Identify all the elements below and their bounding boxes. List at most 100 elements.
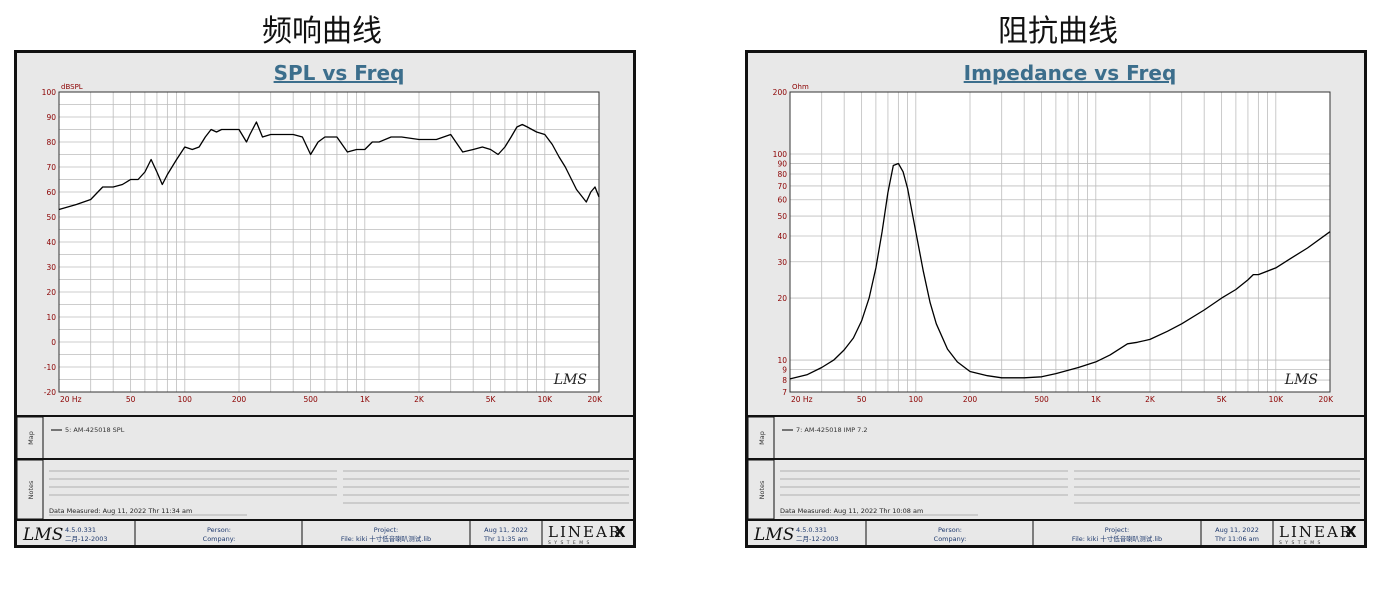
y-tick-label: 60 bbox=[46, 188, 56, 197]
y-tick-label: 40 bbox=[46, 238, 56, 247]
y-tick-label: 80 bbox=[46, 138, 56, 147]
notes-label: Notes bbox=[758, 480, 766, 499]
x-tick-label: 10K bbox=[538, 395, 554, 404]
footer-person-label: Person: bbox=[207, 526, 231, 534]
x-tick-label: 2K bbox=[414, 395, 425, 404]
footer-project-label: Project: bbox=[1105, 526, 1129, 534]
x-tick-label: 5K bbox=[1217, 395, 1228, 404]
y-tick-label: 10 bbox=[46, 313, 56, 322]
chart-svg: SPL vs Freq -20 -10 0 10 20 30 40 50 60 70 80 90 100 d… bbox=[17, 61, 633, 545]
y-tick-label: 50 bbox=[777, 212, 787, 221]
legend-entry: 7: AM-425018 IMP 7.2 bbox=[796, 426, 868, 434]
notes-side-tab bbox=[17, 459, 44, 520]
y-tick-label: 90 bbox=[777, 159, 787, 168]
map-label: Map bbox=[27, 431, 35, 445]
y-tick-label: -10 bbox=[44, 363, 56, 372]
x-gridlines bbox=[789, 92, 1331, 392]
y-tick-label: 8 bbox=[782, 376, 787, 385]
chart-svg: Impedance vs Freq78910203040506070809010… bbox=[748, 61, 1364, 545]
footer-date: Aug 11, 2022 bbox=[484, 526, 528, 534]
y-tick-label: -20 bbox=[44, 388, 56, 397]
chart-title: SPL vs Freq bbox=[274, 61, 405, 85]
series-line bbox=[58, 121, 600, 211]
y-axis-label: dBSPL bbox=[61, 83, 83, 91]
x-tick-label: 5K bbox=[486, 395, 497, 404]
data-measured-text: Data Measured: Aug 11, 2022 Thr 10:08 am bbox=[780, 507, 923, 515]
x-tick-label: 500 bbox=[303, 395, 318, 404]
y-tick-label: 9 bbox=[782, 366, 787, 375]
legend-entry: 5: AM-425018 SPL bbox=[65, 426, 125, 434]
footer-time: Thr 11:06 am bbox=[1214, 535, 1259, 543]
footer-brand-x: X bbox=[1345, 523, 1357, 541]
y-tick-label: 200 bbox=[773, 88, 788, 97]
footer-project-label: Project: bbox=[374, 526, 398, 534]
x-tick-label: 50 bbox=[857, 395, 867, 404]
x-tick-label: 20K bbox=[588, 395, 604, 404]
data-measured-text: Data Measured: Aug 11, 2022 Thr 11:34 am bbox=[49, 507, 192, 515]
notes-label: Notes bbox=[27, 480, 35, 499]
footer-version: 4.5.0.331 bbox=[796, 526, 827, 534]
y-tick-label: 100 bbox=[42, 88, 57, 97]
footer-version-date: 二月-12-2003 bbox=[796, 535, 839, 543]
y-tick-label: 70 bbox=[46, 163, 56, 172]
map-label: Map bbox=[758, 431, 766, 445]
y-tick-label: 50 bbox=[46, 213, 56, 222]
y-tick-label: 20 bbox=[777, 294, 787, 303]
footer-brand-sub: S Y S T E M S bbox=[1279, 540, 1321, 545]
y-tick-label: 20 bbox=[46, 288, 56, 297]
impedance-chart-sheet: Impedance vs Freq 7 8 9 10 20 30 40 50 60 70 80 90 10… bbox=[745, 50, 1367, 548]
y-tick-label: 80 bbox=[777, 170, 787, 179]
series-line bbox=[789, 162, 1331, 380]
x-tick-label: 200 bbox=[963, 395, 978, 404]
footer-brand-x: X bbox=[614, 523, 626, 541]
footer-brand: LINEAR bbox=[1279, 523, 1353, 541]
y-tick-label: 40 bbox=[777, 232, 787, 241]
lms-watermark: LMS bbox=[1284, 372, 1318, 388]
footer-version-date: 二月-12-2003 bbox=[65, 535, 108, 543]
footer-lms-logo: LMS bbox=[22, 525, 63, 545]
right-heading: 阻抗曲线 bbox=[998, 14, 1118, 49]
x-tick-label: 20K bbox=[1319, 395, 1335, 404]
lms-watermark: LMS bbox=[553, 372, 587, 388]
x-tick-label: 1K bbox=[360, 395, 371, 404]
y-tick-label: 60 bbox=[777, 196, 787, 205]
y-axis-label: Ohm bbox=[792, 83, 809, 91]
footer-lms-logo: LMS bbox=[753, 525, 794, 545]
x-tick-label: 2K bbox=[1145, 395, 1156, 404]
y-tick-label: 7 bbox=[782, 388, 787, 397]
y-tick-label: 90 bbox=[46, 113, 56, 122]
footer-company-label: Company: bbox=[934, 535, 967, 543]
left-heading: 频响曲线 bbox=[262, 14, 382, 49]
footer-person-label: Person: bbox=[938, 526, 962, 534]
x-tick-label: 100 bbox=[909, 395, 924, 404]
footer-version: 4.5.0.331 bbox=[65, 526, 96, 534]
footer-brand: LINEAR bbox=[548, 523, 622, 541]
footer-company-label: Company: bbox=[203, 535, 236, 543]
x-tick-label: 1K bbox=[1091, 395, 1102, 404]
y-tick-label: 30 bbox=[777, 258, 787, 267]
spl-chart-sheet: SPL vs Freq -20 -10 0 10 20 30 40 50 60 70 80 90 100 d… bbox=[14, 50, 636, 548]
footer-file-label: File: kiki 十寸低音喇叭测试.lib bbox=[1072, 534, 1162, 543]
notes-side-tab bbox=[748, 459, 775, 520]
y-tick-label: 70 bbox=[777, 182, 787, 191]
chart-title: Impedance vs Freq bbox=[964, 61, 1177, 85]
y-tick-label: 100 bbox=[773, 150, 788, 159]
x-tick-label: 50 bbox=[126, 395, 136, 404]
footer-brand-sub: S Y S T E M S bbox=[548, 540, 590, 545]
x-tick-label: 20 Hz bbox=[791, 395, 813, 404]
y-tick-label: 0 bbox=[51, 338, 56, 347]
footer-time: Thr 11:35 am bbox=[483, 535, 528, 543]
x-tick-label: 100 bbox=[178, 395, 193, 404]
footer-file-label: File: kiki 十寸低音喇叭测试.lib bbox=[341, 534, 431, 543]
x-tick-label: 10K bbox=[1269, 395, 1285, 404]
x-tick-label: 500 bbox=[1034, 395, 1049, 404]
y-gridlines bbox=[59, 91, 599, 393]
x-tick-label: 20 Hz bbox=[60, 395, 82, 404]
y-tick-label: 10 bbox=[777, 356, 787, 365]
plot-border bbox=[789, 91, 1331, 393]
plot-border bbox=[58, 91, 600, 393]
plot-area bbox=[790, 92, 1330, 392]
map-side-tab bbox=[748, 416, 775, 460]
y-tick-label: 30 bbox=[46, 263, 56, 272]
x-tick-label: 200 bbox=[232, 395, 247, 404]
